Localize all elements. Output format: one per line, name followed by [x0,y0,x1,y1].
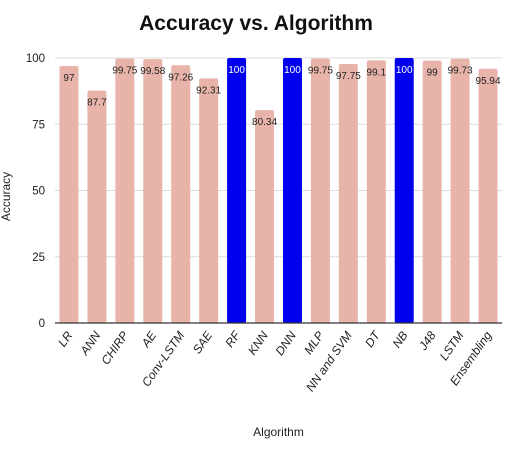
bar-conv-lstm [171,65,191,324]
y-tick-label: 0 [39,318,45,330]
bar-mlp [310,58,330,323]
data-label: 99.73 [448,66,473,77]
x-tick-label: DNN [273,328,300,358]
bar-rf [227,58,247,323]
bar-nb [394,58,414,323]
data-label: 87.7 [87,98,107,109]
data-label: 99.58 [140,66,165,77]
x-axis-label: Algorithm [253,425,304,439]
data-label: 95.94 [476,76,501,87]
bar-chirp [115,58,135,323]
y-tick-label: 75 [32,119,45,131]
bar-sae [199,78,219,323]
y-tick-label: 25 [32,252,45,264]
y-tick-label: 50 [32,186,45,198]
x-tick-label: NB [390,329,411,351]
y-tick-label: 100 [26,53,45,65]
x-tick-label: DT [362,327,384,350]
x-tick-label: SAE [190,328,216,357]
bar-ae [143,59,163,323]
data-label: 80.34 [252,117,277,128]
chart-title: Accuracy vs. Algorithm [139,12,373,35]
bar-ensembling [478,68,498,323]
x-tick-label: ANN [77,328,104,358]
x-tick-label: J48 [415,328,438,353]
bars [59,58,498,324]
bar-dnn [282,58,302,323]
x-tick-label: AE [138,328,160,351]
data-label: 99.75 [112,66,137,77]
bar-j48 [422,60,442,324]
data-label: 99.1 [367,67,387,78]
data-label: 97.75 [336,71,361,82]
data-label: 100 [284,65,301,76]
x-tick-label: LR [55,328,75,349]
x-tick-label: MLP [301,329,327,357]
y-axis-label: Accuracy [0,172,13,221]
x-tick-label: RF [222,328,243,350]
data-label: 99.75 [308,66,333,77]
bar-dt [366,60,386,323]
data-label: 97.26 [168,72,193,83]
y-axis-ticks: 0 25 50 75 100 [26,53,45,330]
x-tick-label: CHIRP [98,329,131,368]
data-label: 99 [427,68,439,79]
bar-lr [59,65,79,323]
bar-nn-and-svm [338,63,358,324]
bar-knn [255,110,275,323]
data-label: 100 [228,65,245,76]
data-label: 92.31 [196,85,221,96]
x-tick-label: KNN [245,328,271,357]
data-label: 97 [63,73,75,84]
bar-lstm [450,58,470,323]
bar-ann [87,90,107,323]
data-label: 100 [396,65,413,76]
